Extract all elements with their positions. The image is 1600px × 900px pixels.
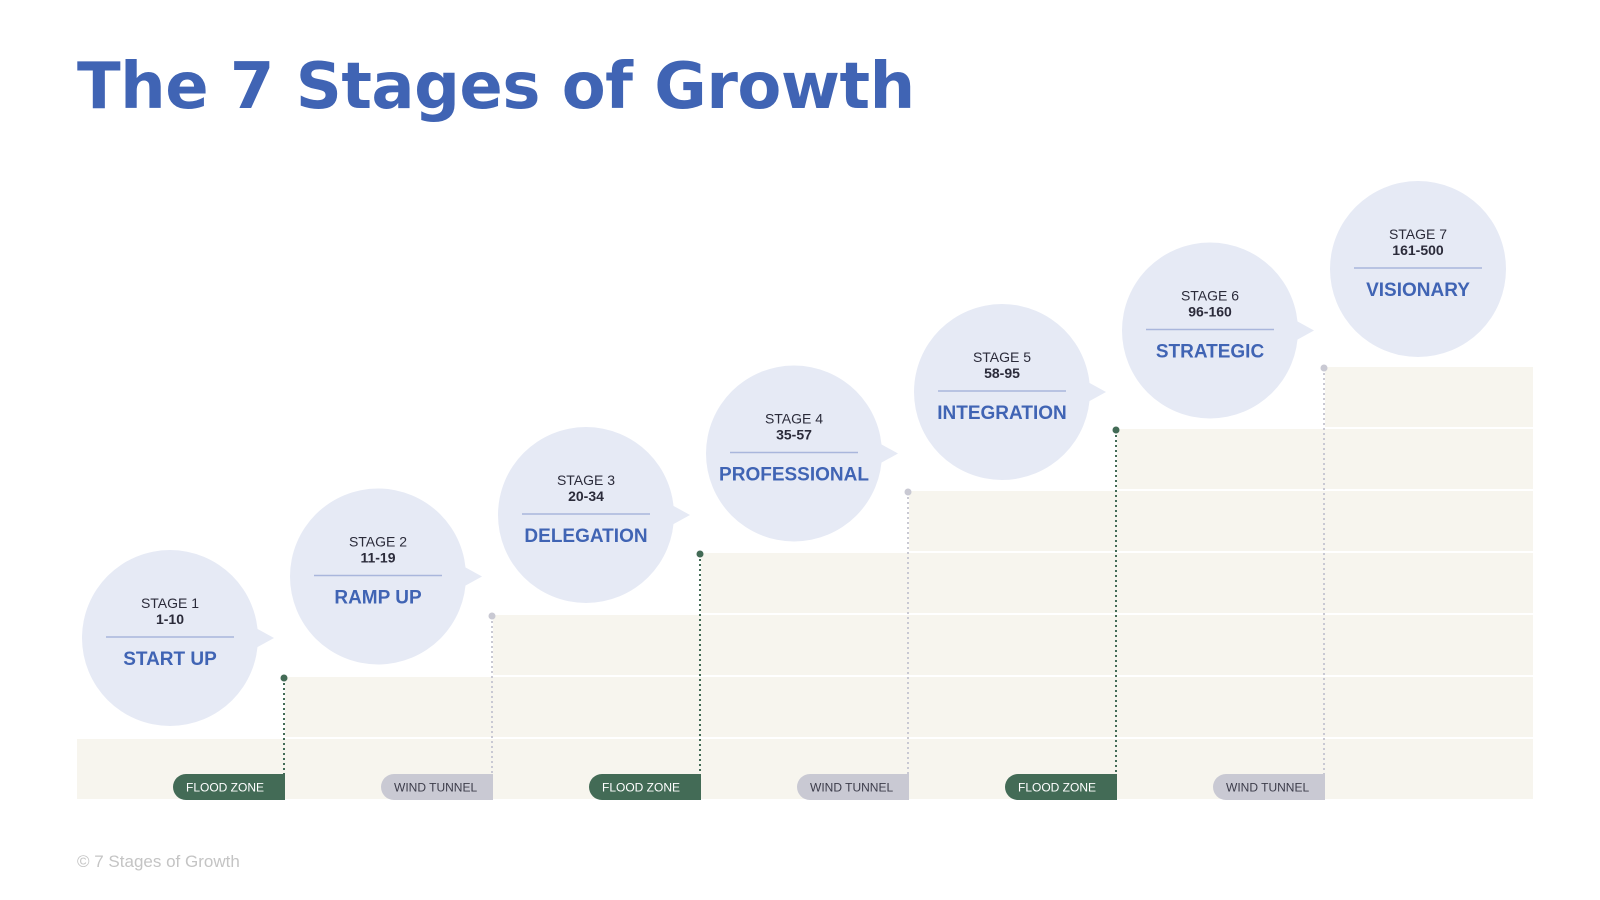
stage-number: STAGE 4 [765,411,823,427]
stair-band [1325,429,1533,489]
stair-band [1325,615,1533,675]
stair-band [909,615,1117,675]
stage-range: 35-57 [776,427,812,443]
stair-band [1117,553,1325,613]
zone-label: WIND TUNNEL [810,781,893,795]
stage-name: START UP [123,649,217,670]
wind-tunnel-badge [797,774,909,800]
stair-column-5 [909,491,1117,799]
zone-label: FLOOD ZONE [186,781,264,795]
stage-name: STRATEGIC [1156,342,1265,363]
stair-band [909,677,1117,737]
bubble-circle [498,427,674,603]
stage-name: RAMP UP [334,588,422,609]
stage-bubble-5: STAGE 558-95 INTEGRATION [914,304,1106,480]
zone-divider-dot [1112,426,1120,434]
zone-divider-dot [1320,364,1328,372]
stage-number: STAGE 3 [557,472,615,488]
stage-bubble-6: STAGE 696-160 STRATEGIC [1122,242,1314,419]
zone-marker-4: WIND TUNNEL [797,488,912,800]
bubble-circle [914,304,1090,480]
zone-label: FLOOD ZONE [602,781,680,795]
bubble-circle [290,488,466,665]
zone-label: FLOOD ZONE [1018,781,1096,795]
stair-band [285,677,493,737]
zone-marker-6: WIND TUNNEL [1213,364,1328,800]
stair-band [1325,367,1533,427]
bubble-pointer [670,504,690,526]
flood-zone-badge [589,774,701,800]
stage-name: INTEGRATION [937,403,1066,424]
stage-range: 161-500 [1392,242,1444,258]
flood-zone-badge [173,774,285,800]
stage-range: 11-19 [360,550,395,566]
zone-divider-dot [696,550,704,558]
bubble-circle [1122,242,1298,419]
stage-range: 96-160 [1188,304,1232,320]
stair-band [1325,739,1533,799]
copyright-footer: © 7 Stages of Growth [77,852,240,871]
zone-label: WIND TUNNEL [1226,781,1309,795]
bubble-pointer [254,627,274,649]
stage-bubble-4: STAGE 435-57 PROFESSIONAL [706,365,898,542]
zone-divider-dot [904,488,912,496]
stage-number: STAGE 5 [973,349,1031,365]
bubble-pointer [878,442,898,465]
stair-column-4 [701,553,909,799]
stair-band [1117,429,1325,489]
stair-band [1117,615,1325,675]
bubble-pointer [1294,319,1314,342]
stair-column-7 [1325,367,1533,799]
stair-band [701,615,909,675]
stair-band [701,677,909,737]
zone-marker-5: FLOOD ZONE [1005,426,1120,800]
stage-bubble-1: STAGE 11-10 START UP [82,550,274,726]
stair-band [909,491,1117,551]
stage-name: VISIONARY [1366,280,1470,301]
stair-band [701,553,909,613]
wind-tunnel-badge [1213,774,1325,800]
stage-number: STAGE 6 [1181,288,1239,304]
stage-range: 20-34 [568,488,604,504]
stage-number: STAGE 2 [349,534,407,550]
stair-band [493,615,701,675]
flood-zone-badge [1005,774,1117,800]
zone-marker-3: FLOOD ZONE [589,550,704,800]
stage-range: 58-95 [984,365,1020,381]
zone-divider-dot [280,674,288,682]
stage-bubble-2: STAGE 211-19 RAMP UP [290,488,482,665]
stair-band [1117,491,1325,551]
stair-column-6 [1117,429,1325,799]
stage-name: DELEGATION [524,526,647,547]
bubble-circle [82,550,258,726]
stage-number: STAGE 7 [1389,226,1447,242]
wind-tunnel-badge [381,774,493,800]
bubble-pointer [462,565,482,588]
stair-column-2 [285,677,493,799]
stair-band [1325,677,1533,737]
stair-band [1117,677,1325,737]
stage-range: 1-10 [156,611,184,627]
zone-marker-1: FLOOD ZONE [173,674,288,800]
bubble-circle [1330,181,1506,357]
zone-marker-2: WIND TUNNEL [381,612,496,800]
stage-name: PROFESSIONAL [719,465,869,486]
zone-divider-dot [488,612,496,620]
stair-band [493,677,701,737]
stage-number: STAGE 1 [141,595,199,611]
stair-column-3 [493,615,701,799]
stage-bubble-3: STAGE 320-34 DELEGATION [498,427,690,603]
bubble-circle [706,365,882,542]
stair-band [1325,491,1533,551]
bubble-pointer [1086,381,1106,403]
zone-label: WIND TUNNEL [394,781,477,795]
stair-band [909,553,1117,613]
stair-band [1325,553,1533,613]
page-title: The 7 Stages of Growth [77,50,915,124]
